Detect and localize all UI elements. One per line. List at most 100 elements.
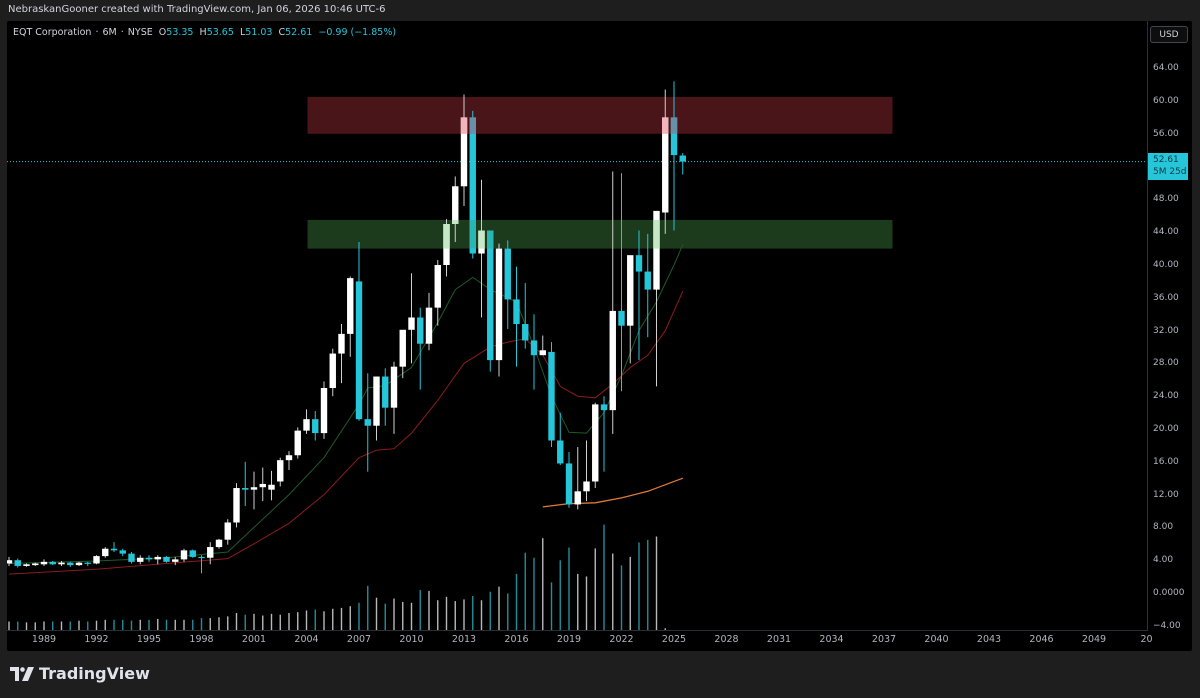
candle[interactable] [198, 555, 205, 574]
candle[interactable] [478, 179, 485, 318]
volume-bar [594, 548, 596, 630]
candle[interactable] [618, 173, 625, 392]
support-zone[interactable] [307, 219, 893, 249]
candle[interactable] [84, 561, 91, 566]
candle[interactable] [644, 233, 651, 338]
candle[interactable] [522, 283, 529, 349]
candle[interactable] [93, 555, 100, 565]
candle[interactable] [163, 556, 170, 563]
candle[interactable] [513, 266, 520, 367]
candle[interactable] [320, 381, 328, 439]
candle[interactable] [137, 555, 144, 565]
candle[interactable] [285, 451, 293, 470]
candle[interactable] [75, 561, 83, 566]
candle[interactable] [40, 559, 48, 566]
symbol-name[interactable]: EQT Corporation [13, 27, 92, 38]
candle[interactable] [452, 176, 459, 243]
candle[interactable] [530, 314, 538, 390]
price-chart[interactable] [7, 21, 1192, 651]
candle[interactable] [250, 471, 258, 510]
candle[interactable] [259, 467, 266, 502]
candle[interactable] [399, 329, 406, 379]
candle[interactable] [32, 562, 39, 566]
candle[interactable] [355, 242, 363, 421]
candle[interactable] [565, 451, 573, 508]
candle[interactable] [277, 457, 284, 487]
candle[interactable] [574, 447, 581, 510]
candle[interactable] [557, 412, 564, 466]
candle[interactable] [635, 230, 643, 361]
open-value: 53.35 [166, 27, 194, 38]
candle[interactable] [224, 519, 231, 545]
candle[interactable] [364, 373, 371, 472]
candle[interactable] [242, 461, 249, 507]
symbol-legend[interactable]: EQT Corporation · 6M · NYSE O53.35 H53.6… [13, 27, 397, 38]
candle[interactable] [548, 342, 555, 448]
candle[interactable] [58, 561, 65, 566]
candle[interactable] [600, 396, 608, 472]
time-tick: 2046 [1029, 634, 1054, 645]
candle[interactable] [110, 542, 118, 552]
candle[interactable] [417, 307, 424, 390]
candle[interactable] [7, 556, 13, 566]
candle[interactable] [23, 563, 30, 567]
currency-button[interactable]: USD [1150, 26, 1188, 43]
candle[interactable] [14, 558, 21, 568]
candle[interactable] [469, 110, 476, 259]
candle[interactable] [303, 409, 310, 434]
price-axis[interactable] [1147, 21, 1193, 631]
volume-bar [375, 597, 378, 630]
price-tick: 44.00 [1153, 227, 1179, 238]
candles[interactable] [7, 81, 686, 574]
candle[interactable] [102, 547, 109, 558]
candle[interactable] [347, 276, 354, 357]
candle[interactable] [294, 427, 301, 459]
candle[interactable] [128, 552, 135, 564]
candle[interactable] [67, 561, 74, 567]
candle[interactable] [154, 555, 161, 565]
candle[interactable] [460, 94, 468, 206]
candle[interactable] [180, 548, 188, 562]
candle[interactable] [504, 240, 511, 329]
candle[interactable] [539, 335, 546, 356]
price-tick: 32.00 [1153, 325, 1179, 336]
time-axis[interactable] [7, 630, 1147, 652]
candle[interactable] [373, 376, 380, 441]
candle[interactable] [627, 255, 634, 364]
candle[interactable] [495, 243, 503, 377]
candle[interactable] [434, 260, 441, 326]
candle[interactable] [443, 219, 450, 277]
candle[interactable] [653, 210, 660, 387]
candle[interactable] [312, 410, 319, 441]
candle[interactable] [670, 81, 678, 231]
candle[interactable] [338, 324, 345, 384]
candle[interactable] [425, 292, 433, 351]
candle[interactable] [49, 561, 56, 566]
price-tick: 36.00 [1153, 292, 1179, 303]
candle[interactable] [215, 538, 223, 549]
candle[interactable] [609, 171, 616, 434]
high-label: H [199, 27, 207, 38]
candle[interactable] [207, 542, 214, 565]
candle[interactable] [145, 555, 153, 562]
candle[interactable] [189, 549, 196, 558]
candle[interactable] [583, 440, 590, 502]
resistance-zone[interactable] [307, 96, 893, 134]
exchange: NYSE [127, 27, 153, 38]
candle[interactable] [592, 402, 599, 489]
candle[interactable] [233, 483, 240, 528]
high-value: 53.65 [206, 27, 234, 38]
candle[interactable] [329, 348, 336, 397]
candle[interactable] [408, 273, 415, 364]
candle[interactable] [679, 153, 686, 175]
volume-bar [664, 628, 666, 630]
candle[interactable] [119, 548, 126, 557]
volume-bar [489, 591, 491, 630]
candle[interactable] [390, 361, 398, 434]
candle[interactable] [487, 230, 494, 372]
candle[interactable] [268, 470, 275, 501]
candle[interactable] [382, 368, 389, 426]
candle[interactable] [662, 89, 669, 234]
time-tick: 2028 [714, 634, 739, 645]
candle[interactable] [172, 556, 179, 566]
